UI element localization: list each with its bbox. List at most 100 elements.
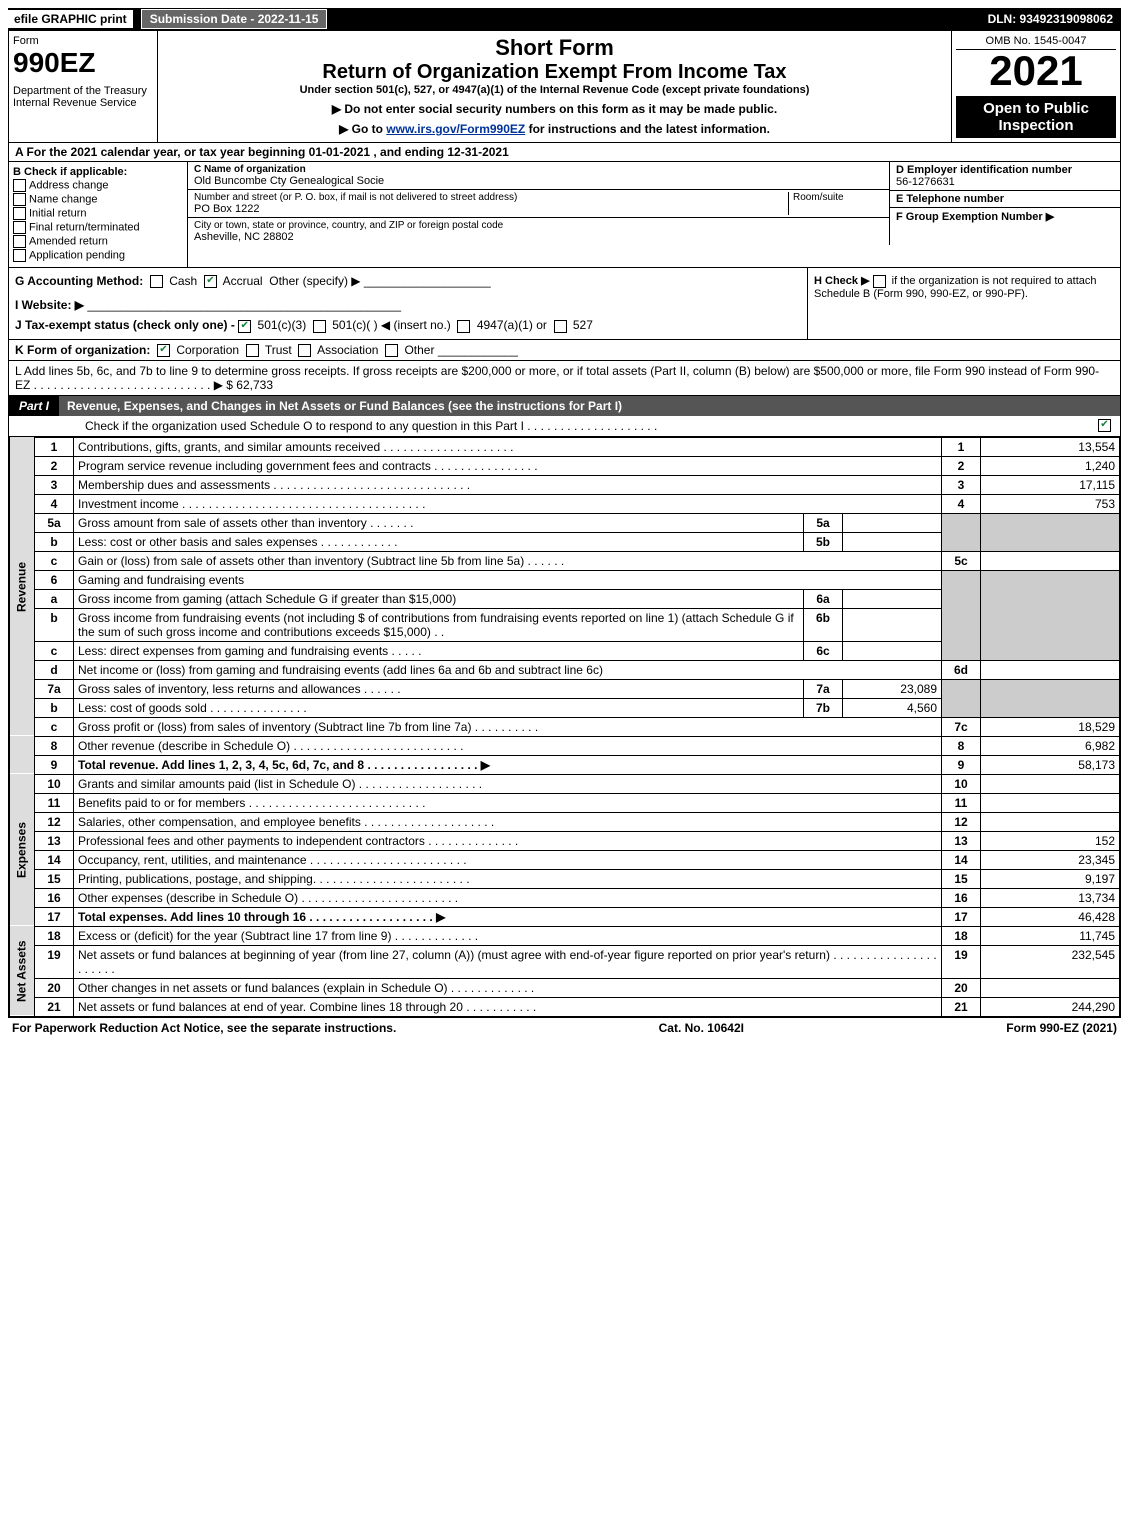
l18-rn: 18 — [942, 926, 981, 945]
l2-num: 2 — [35, 456, 74, 475]
l5a-desc: Gross amount from sale of assets other t… — [74, 513, 804, 532]
l11-num: 11 — [35, 793, 74, 812]
chk-final-return[interactable]: Final return/terminated — [13, 221, 183, 234]
chk-initial-return[interactable]: Initial return — [13, 207, 183, 220]
l15-rn: 15 — [942, 869, 981, 888]
l19-desc: Net assets or fund balances at beginning… — [74, 945, 942, 978]
accrual-label: Accrual — [223, 274, 263, 288]
l16-rn: 16 — [942, 888, 981, 907]
efile-print-label[interactable]: efile GRAPHIC print — [8, 10, 133, 28]
l20-rn: 20 — [942, 978, 981, 997]
part1-check-row: Check if the organization used Schedule … — [9, 416, 1120, 437]
dept-treasury: Department of the Treasury — [13, 85, 153, 97]
l8-desc: Other revenue (describe in Schedule O) .… — [74, 736, 942, 755]
l17-val: 46,428 — [981, 907, 1120, 926]
l4-val: 753 — [981, 494, 1120, 513]
form-number: 990EZ — [13, 47, 153, 79]
l6d-desc: Net income or (loss) from gaming and fun… — [74, 660, 942, 679]
instruction-1: ▶ Do not enter social security numbers o… — [162, 102, 947, 116]
chk-accrual[interactable] — [204, 275, 217, 288]
chk-schedule-o[interactable] — [1098, 419, 1111, 432]
l16-desc: Other expenses (describe in Schedule O) … — [74, 888, 942, 907]
chk-527[interactable] — [554, 320, 567, 333]
l6a-desc: Gross income from gaming (attach Schedul… — [74, 589, 804, 608]
l4-num: 4 — [35, 494, 74, 513]
room-label: Room/suite — [793, 192, 883, 203]
l15-val: 9,197 — [981, 869, 1120, 888]
cash-label: Cash — [169, 274, 197, 288]
part1-table: Revenue 1 Contributions, gifts, grants, … — [9, 437, 1120, 1017]
l5b-mv — [843, 532, 942, 551]
street-value: PO Box 1222 — [194, 203, 788, 215]
grey-5ab-val — [981, 513, 1120, 551]
l21-desc: Net assets or fund balances at end of ye… — [74, 997, 942, 1016]
l6-num: 6 — [35, 570, 74, 589]
l5c-val — [981, 551, 1120, 570]
return-title: Return of Organization Exempt From Incom… — [162, 61, 947, 84]
opt-trust: Trust — [265, 343, 292, 357]
name-address-block: C Name of organization Old Buncombe Cty … — [188, 162, 890, 245]
l3-rn: 3 — [942, 475, 981, 494]
l6d-val — [981, 660, 1120, 679]
c-name-row: C Name of organization Old Buncombe Cty … — [188, 162, 889, 190]
tax-year: 2021 — [956, 50, 1116, 92]
l9-rn: 9 — [942, 755, 981, 774]
city-value: Asheville, NC 28802 — [194, 231, 883, 243]
row-l: L Add lines 5b, 6c, and 7b to line 9 to … — [9, 361, 1120, 396]
opt-527: 527 — [573, 318, 593, 332]
chk-501c3[interactable] — [238, 320, 251, 333]
chk-amended-return[interactable]: Amended return — [13, 235, 183, 248]
l18-val: 11,745 — [981, 926, 1120, 945]
chk-4947[interactable] — [457, 320, 470, 333]
l16-num: 16 — [35, 888, 74, 907]
header-right: OMB No. 1545-0047 2021 Open to Public In… — [952, 31, 1120, 142]
footer-center: Cat. No. 10642I — [659, 1021, 744, 1035]
chk-address-change[interactable]: Address change — [13, 179, 183, 192]
irs-link[interactable]: www.irs.gov/Form990EZ — [386, 122, 525, 136]
l2-val: 1,240 — [981, 456, 1120, 475]
l12-val — [981, 812, 1120, 831]
c-label: C Name of organization — [194, 164, 883, 175]
netassets-side-label: Net Assets — [10, 926, 35, 1016]
opt-501c: 501(c)( ) ◀ (insert no.) — [332, 318, 451, 332]
short-form-title: Short Form — [162, 35, 947, 61]
l19-num: 19 — [35, 945, 74, 978]
l4-desc: Investment income . . . . . . . . . . . … — [74, 494, 942, 513]
column-cdef: C Name of organization Old Buncombe Cty … — [188, 162, 1120, 267]
l7b-mv: 4,560 — [843, 698, 942, 717]
chk-h[interactable] — [873, 275, 886, 288]
chk-trust[interactable] — [246, 344, 259, 357]
l6a-mv — [843, 589, 942, 608]
section-b-through-f: B Check if applicable: Address change Na… — [9, 162, 1120, 268]
grey-5ab — [942, 513, 981, 551]
chk-corp[interactable] — [157, 344, 170, 357]
footer-left: For Paperwork Reduction Act Notice, see … — [12, 1021, 396, 1035]
l2-desc: Program service revenue including govern… — [74, 456, 942, 475]
l10-desc: Grants and similar amounts paid (list in… — [74, 774, 942, 793]
l5a-num: 5a — [35, 513, 74, 532]
l8-val: 6,982 — [981, 736, 1120, 755]
l6d-rn: 6d — [942, 660, 981, 679]
opt-assoc: Association — [317, 343, 378, 357]
l19-rn: 19 — [942, 945, 981, 978]
chk-cash[interactable] — [150, 275, 163, 288]
f-label: F Group Exemption Number ▶ — [896, 210, 1114, 223]
l3-val: 17,115 — [981, 475, 1120, 494]
chk-application-pending[interactable]: Application pending — [13, 249, 183, 262]
l6c-num: c — [35, 641, 74, 660]
chk-501c[interactable] — [313, 320, 326, 333]
footer: For Paperwork Reduction Act Notice, see … — [8, 1018, 1121, 1038]
l11-desc: Benefits paid to or for members . . . . … — [74, 793, 942, 812]
l20-desc: Other changes in net assets or fund bala… — [74, 978, 942, 997]
l7c-desc: Gross profit or (loss) from sales of inv… — [74, 717, 942, 736]
l5b-desc: Less: cost or other basis and sales expe… — [74, 532, 804, 551]
form-word: Form — [13, 35, 153, 47]
chk-assoc[interactable] — [298, 344, 311, 357]
l21-num: 21 — [35, 997, 74, 1016]
e-row: E Telephone number — [890, 191, 1120, 208]
l6-desc: Gaming and fundraising events — [74, 570, 942, 589]
grey-7 — [942, 679, 981, 717]
opt-corp: Corporation — [176, 343, 239, 357]
chk-name-change[interactable]: Name change — [13, 193, 183, 206]
chk-other-org[interactable] — [385, 344, 398, 357]
